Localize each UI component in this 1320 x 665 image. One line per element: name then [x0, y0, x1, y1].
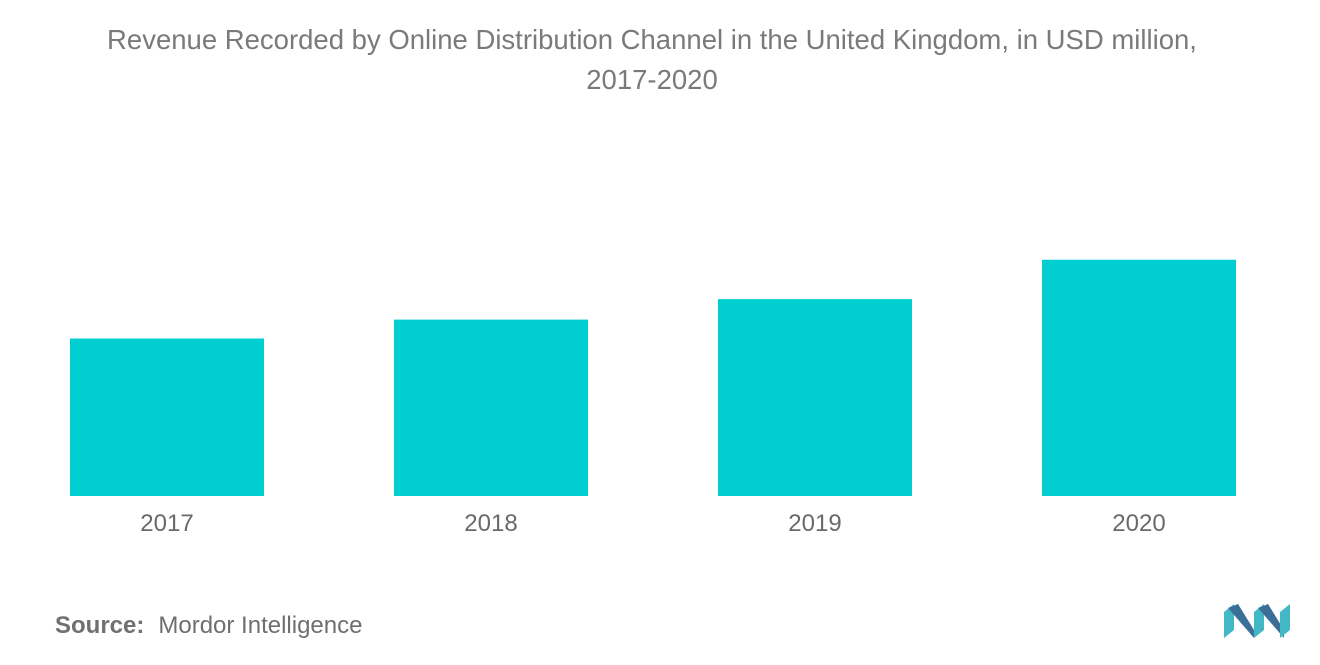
bars-group [70, 259, 1236, 496]
chart-title: Revenue Recorded by Online Distribution … [0, 20, 1304, 100]
bar-2017 [70, 338, 264, 496]
x-axis-labels: 2017 2018 2019 2020 [140, 510, 1165, 537]
bar-2019 [718, 299, 912, 496]
chart-title-line-2: 2017-2020 [586, 64, 718, 95]
logo-right-diagonal [1258, 604, 1284, 638]
bar-2018 [394, 319, 588, 496]
logo-left-stroke [1224, 604, 1234, 638]
chart-title-line-1: Revenue Recorded by Online Distribution … [107, 24, 1197, 55]
logo-right-stroke [1280, 604, 1290, 638]
x-tick-label-2019: 2019 [788, 510, 841, 537]
source-label: Source: [55, 612, 145, 639]
bar-2020 [1042, 259, 1236, 496]
source-value: Mordor Intelligence [158, 612, 363, 639]
logo-middle-stroke [1254, 604, 1264, 638]
bar-chart: 2017 2018 2019 2020 [70, 259, 1236, 537]
logo-left-diagonal [1228, 604, 1254, 638]
mordor-intelligence-logo-icon [1224, 604, 1290, 638]
source-note: Source: Mordor Intelligence [55, 612, 362, 640]
x-tick-label-2020: 2020 [1112, 510, 1165, 537]
x-tick-label-2017: 2017 [140, 510, 193, 537]
x-tick-label-2018: 2018 [464, 510, 517, 537]
